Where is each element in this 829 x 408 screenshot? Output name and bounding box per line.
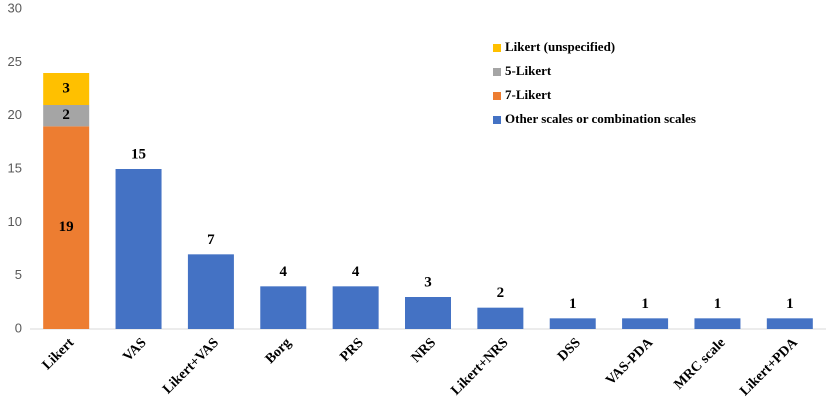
y-tick-label: 0 xyxy=(15,320,22,335)
y-tick-label: 5 xyxy=(15,267,22,282)
x-tick-label: Borg xyxy=(263,335,295,367)
data-label: 1 xyxy=(569,296,577,312)
bar xyxy=(43,126,90,329)
y-tick-label: 20 xyxy=(8,107,22,122)
bar xyxy=(43,73,90,105)
legend-label: 7-Likert xyxy=(505,87,552,102)
x-tick-label: MRC scale xyxy=(671,335,728,392)
x-tick-label: VAS xyxy=(121,335,150,364)
x-tick-label: VAS-PDA xyxy=(603,335,656,388)
y-tick-label: 10 xyxy=(8,214,22,229)
y-tick-label: 30 xyxy=(8,0,22,15)
data-label: 15 xyxy=(131,146,146,162)
legend-label: Likert (unspecified) xyxy=(505,39,615,54)
bar xyxy=(622,318,669,329)
data-label: 2 xyxy=(62,107,70,123)
data-label: 1 xyxy=(641,296,649,312)
bar xyxy=(694,318,741,329)
bar xyxy=(115,169,162,329)
bar xyxy=(549,318,596,329)
data-label: 1 xyxy=(714,296,722,312)
bar xyxy=(43,105,90,127)
x-tick-label: Likert+VAS xyxy=(160,335,222,397)
x-tick-label: Likert+PDA xyxy=(737,335,801,399)
legend-swatch xyxy=(493,92,501,100)
data-label: 3 xyxy=(62,80,70,96)
bar xyxy=(260,286,307,329)
legend-label: 5-Likert xyxy=(505,63,552,78)
data-label: 1 xyxy=(786,296,794,312)
x-tick-label: PRS xyxy=(337,335,366,364)
bar xyxy=(332,286,379,329)
legend-swatch xyxy=(493,44,501,52)
data-label: 19 xyxy=(59,219,74,235)
x-tick-label: NRS xyxy=(409,335,440,366)
x-tick-label: Likert xyxy=(40,335,78,373)
y-tick-label: 15 xyxy=(8,160,22,175)
legend-swatch xyxy=(493,116,501,124)
bar xyxy=(766,318,813,329)
legend-swatch xyxy=(493,68,501,76)
data-label: 4 xyxy=(280,264,288,280)
data-label: 2 xyxy=(497,285,505,301)
bar xyxy=(187,254,234,329)
x-tick-label: Likert+NRS xyxy=(448,335,511,398)
data-label: 3 xyxy=(424,274,432,290)
y-tick-label: 25 xyxy=(8,54,22,69)
data-label: 4 xyxy=(352,264,360,280)
bar xyxy=(405,297,451,329)
x-tick-label: DSS xyxy=(555,335,584,364)
bar xyxy=(477,307,524,329)
legend-label: Other scales or combination scales xyxy=(505,111,696,126)
data-label: 7 xyxy=(207,232,215,248)
